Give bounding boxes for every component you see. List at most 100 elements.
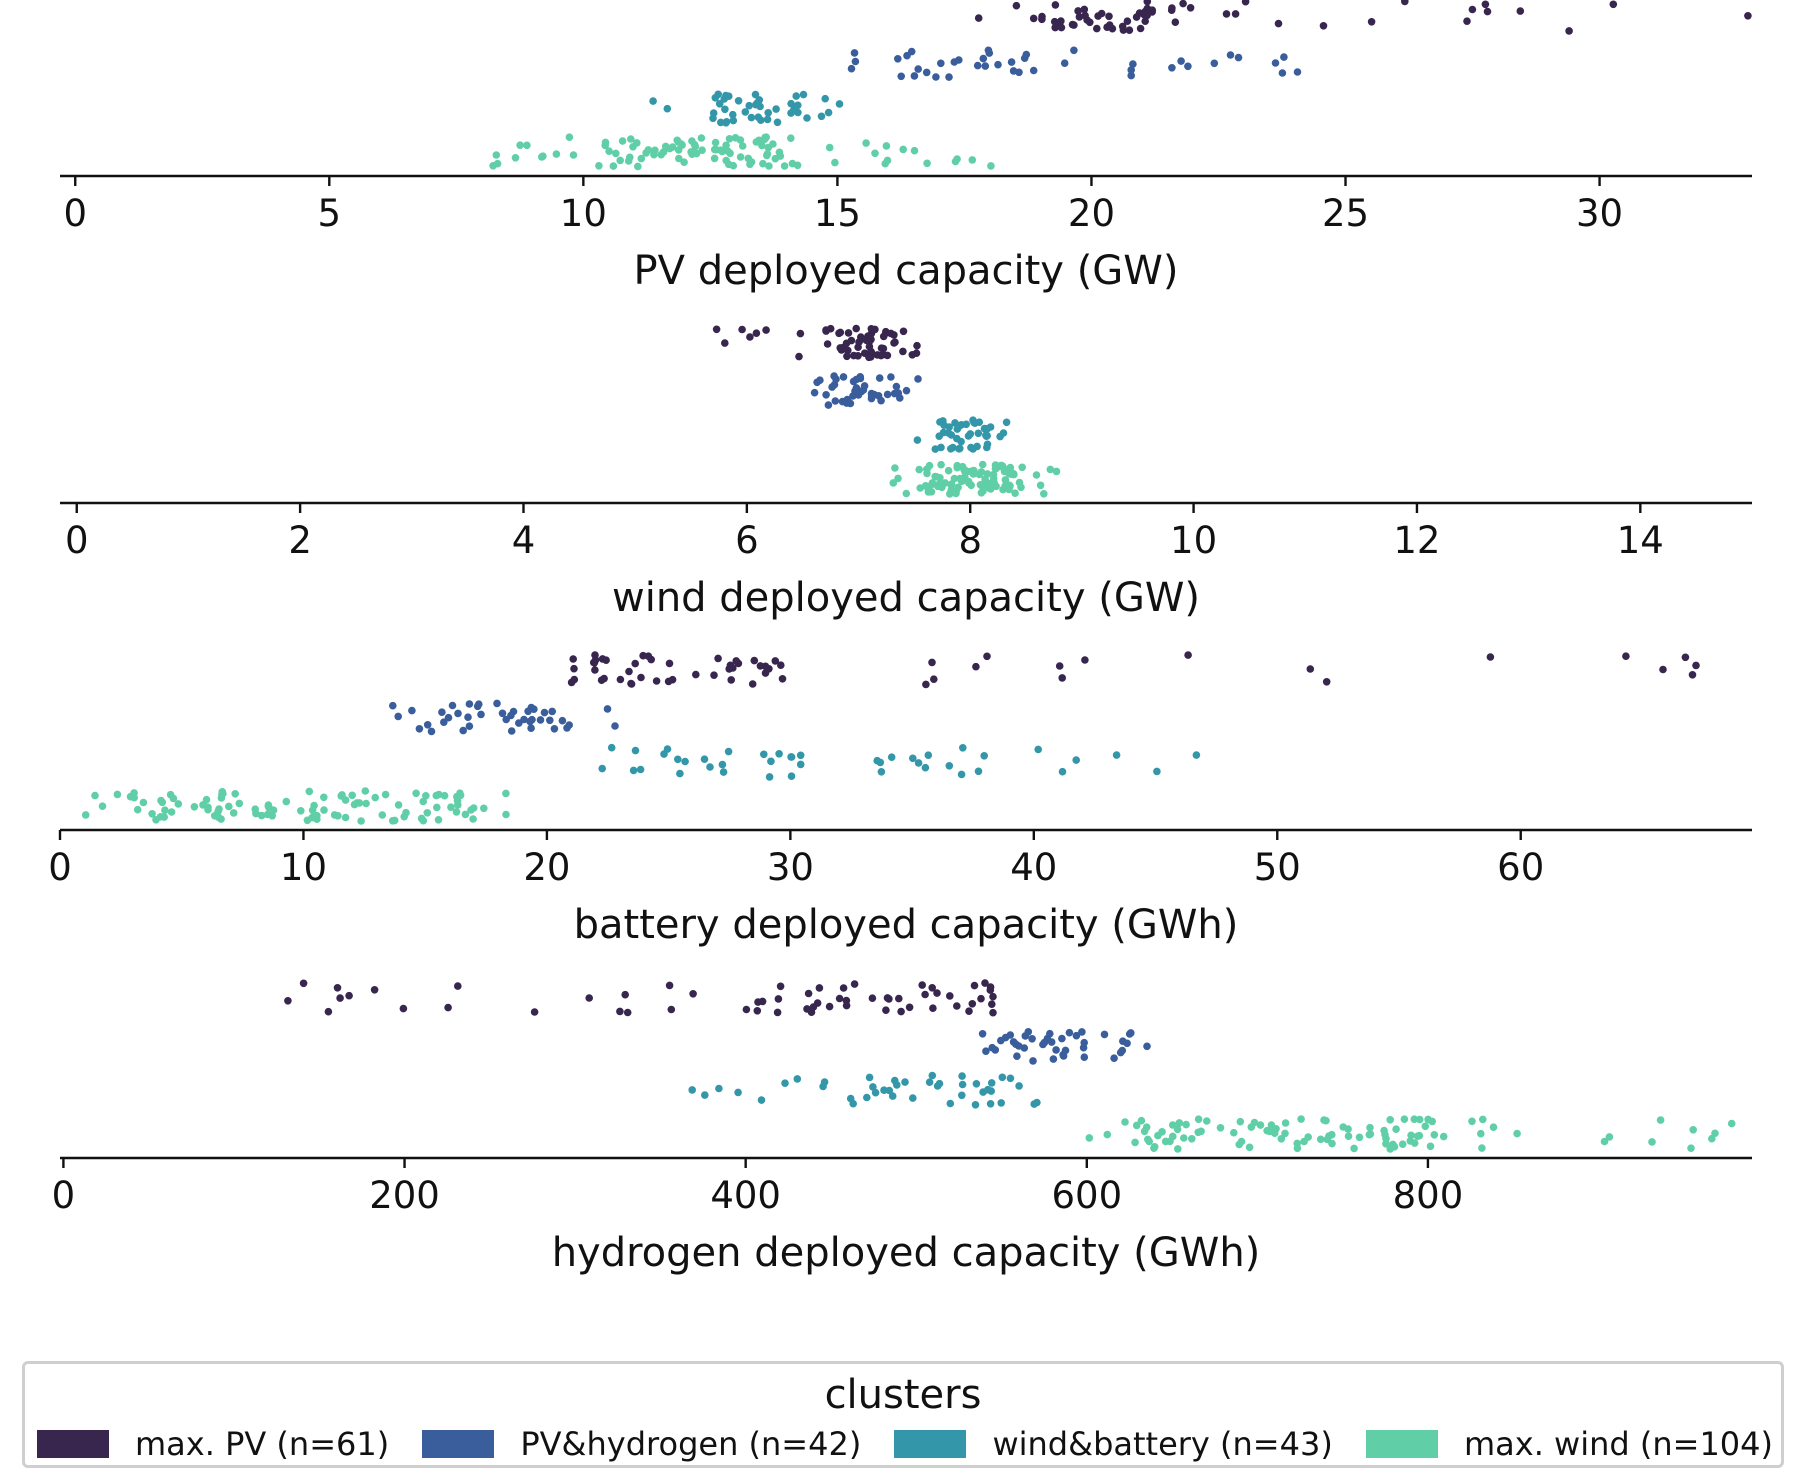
point-wind	[934, 482, 942, 491]
point-pvh2	[860, 382, 869, 390]
point-wind	[1689, 1126, 1697, 1134]
point-wb	[967, 443, 975, 452]
point-pv	[804, 989, 813, 998]
point-wind	[992, 482, 1000, 491]
point-wb	[817, 112, 826, 121]
point-wind	[523, 141, 531, 150]
point-pv	[1136, 24, 1145, 33]
point-pv	[826, 324, 835, 333]
point-pvh2	[914, 65, 922, 73]
point-wind	[229, 809, 238, 817]
point-wind	[1380, 1126, 1388, 1135]
point-pv	[968, 1000, 977, 1008]
point-wb	[688, 1086, 696, 1094]
point-wind	[282, 797, 291, 806]
point-pvh2	[1177, 57, 1185, 65]
point-pv	[928, 658, 936, 667]
point-wind	[435, 790, 443, 799]
point-wind	[461, 810, 470, 819]
point-wind	[642, 149, 650, 157]
point-pvh2	[536, 716, 545, 724]
point-wind	[831, 158, 839, 167]
point-pv	[897, 1007, 905, 1016]
point-pvh2	[1168, 64, 1176, 72]
point-wb	[676, 769, 684, 778]
point-wind	[361, 787, 370, 795]
point-wb	[909, 754, 917, 763]
point-wind	[447, 803, 455, 811]
point-wind	[1365, 1130, 1374, 1139]
point-wind	[1175, 1119, 1184, 1127]
point-wind	[780, 162, 789, 170]
x-tick-label: 20	[523, 846, 570, 889]
point-wind	[402, 808, 410, 817]
point-wind	[1003, 468, 1012, 476]
point-pvh2	[520, 715, 528, 724]
point-pv	[1609, 0, 1618, 9]
point-wind	[921, 482, 930, 490]
point-pvh2	[1271, 59, 1280, 67]
point-wind	[1247, 1123, 1256, 1131]
point-pv	[868, 994, 877, 1002]
point-pvh2	[546, 716, 554, 725]
point-wb	[781, 1079, 789, 1087]
point-wind	[987, 162, 995, 170]
panel-1-points	[489, 0, 1752, 171]
x-tick-label: 50	[1254, 846, 1301, 889]
x-tick-label: 14	[1617, 519, 1664, 562]
point-pvh2	[945, 73, 953, 81]
point-wind	[1687, 1144, 1695, 1152]
legend-items: max. PV (n=61) PV&hydrogen (n=42) wind&b…	[37, 1424, 1773, 1464]
point-wind	[502, 789, 510, 798]
point-pvh2	[1020, 1044, 1029, 1052]
point-wind	[952, 489, 960, 498]
point-wb	[974, 767, 983, 776]
point-wind	[998, 462, 1007, 470]
point-wind	[1439, 1132, 1448, 1141]
point-pvh2	[423, 721, 432, 729]
point-wind	[697, 134, 706, 142]
point-wind	[480, 804, 488, 813]
point-wind	[634, 162, 642, 171]
point-wind	[1478, 1144, 1486, 1152]
point-pv	[1622, 652, 1630, 660]
point-pvh2	[842, 399, 851, 407]
legend: clusters max. PV (n=61) PV&hydrogen (n=4…	[22, 1361, 1784, 1468]
point-wind	[456, 791, 465, 800]
point-pvh2	[810, 388, 819, 397]
point-wind	[1656, 1116, 1665, 1124]
point-wb	[796, 751, 805, 760]
x-tick-label: 600	[1051, 1174, 1122, 1217]
point-pvh2	[1012, 1040, 1020, 1048]
point-pv	[1322, 678, 1331, 686]
point-pvh2	[394, 712, 403, 721]
point-wind	[624, 157, 633, 165]
point-pv	[1167, 6, 1176, 14]
point-pv	[591, 651, 599, 659]
point-wind	[618, 137, 627, 145]
point-wind	[569, 151, 578, 159]
point-pv	[721, 339, 729, 347]
point-pvh2	[530, 705, 538, 713]
point-pv	[756, 662, 765, 670]
point-wind	[1121, 1118, 1129, 1126]
point-wind	[923, 465, 931, 474]
point-wind	[1180, 1134, 1188, 1142]
point-pvh2	[440, 718, 448, 726]
point-wind	[1386, 1116, 1394, 1124]
point-pv	[774, 995, 783, 1003]
x-tick-label: 400	[710, 1174, 781, 1217]
point-pv	[569, 655, 577, 663]
point-pvh2	[1226, 51, 1235, 59]
point-wb	[790, 106, 798, 114]
point-wind	[161, 806, 169, 814]
point-pv	[946, 992, 954, 1000]
point-pv	[665, 981, 674, 990]
point-pvh2	[565, 721, 573, 729]
point-wind	[257, 811, 266, 820]
point-pvh2	[1046, 1029, 1054, 1038]
point-pvh2	[1080, 1053, 1089, 1061]
point-wind	[763, 150, 772, 158]
point-wb	[876, 758, 885, 767]
point-pv	[1186, 4, 1195, 12]
